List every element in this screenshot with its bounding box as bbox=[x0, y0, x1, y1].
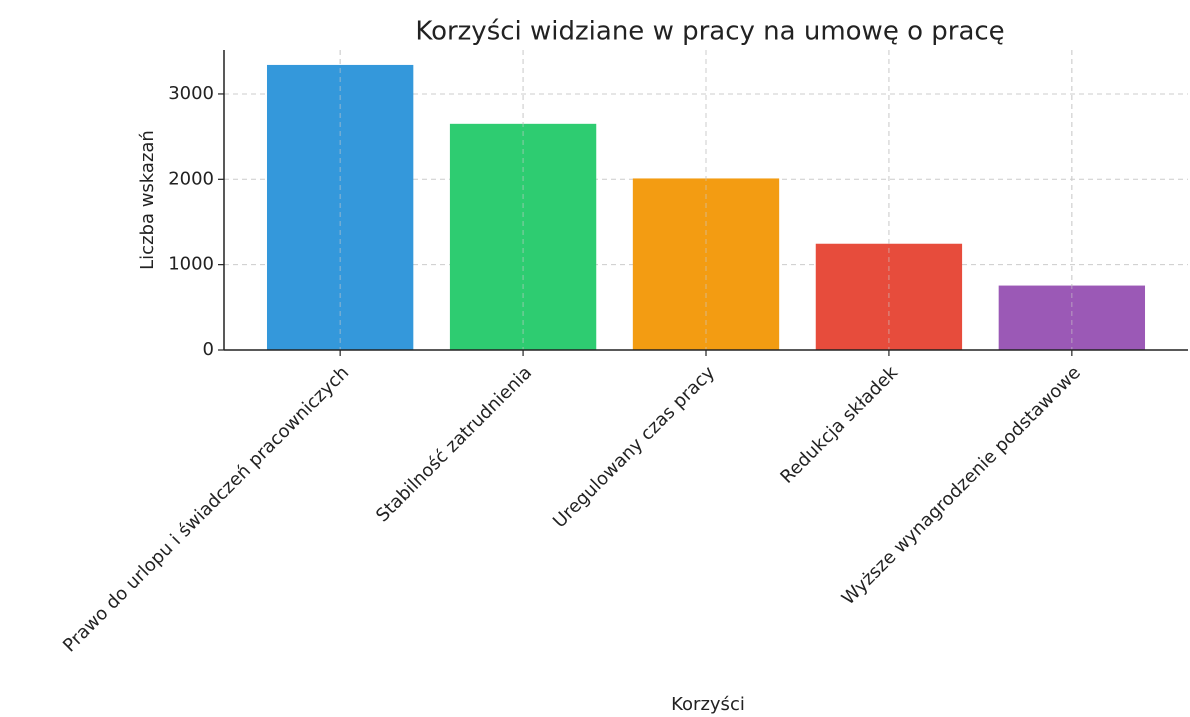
chart-title: Korzyści widziane w pracy na umowę o pra… bbox=[415, 17, 1004, 47]
y-tick-label: 2000 bbox=[168, 168, 214, 189]
x-tick-label: Uregulowany czas pracy bbox=[549, 362, 719, 532]
x-tick-label: Stabilność zatrudnienia bbox=[372, 362, 536, 526]
y-tick-label: 0 bbox=[203, 339, 214, 360]
y-axis-label: Liczba wskazań bbox=[137, 130, 158, 270]
x-tick-label: Prawo do urlopu i świadczeń pracowniczyc… bbox=[59, 362, 353, 656]
x-tick-label: Redukcja składek bbox=[776, 362, 902, 488]
y-tick-label: 3000 bbox=[168, 83, 214, 104]
x-axis-label: Korzyści bbox=[671, 694, 745, 715]
y-tick-label: 1000 bbox=[168, 254, 214, 275]
bar bbox=[449, 123, 597, 350]
